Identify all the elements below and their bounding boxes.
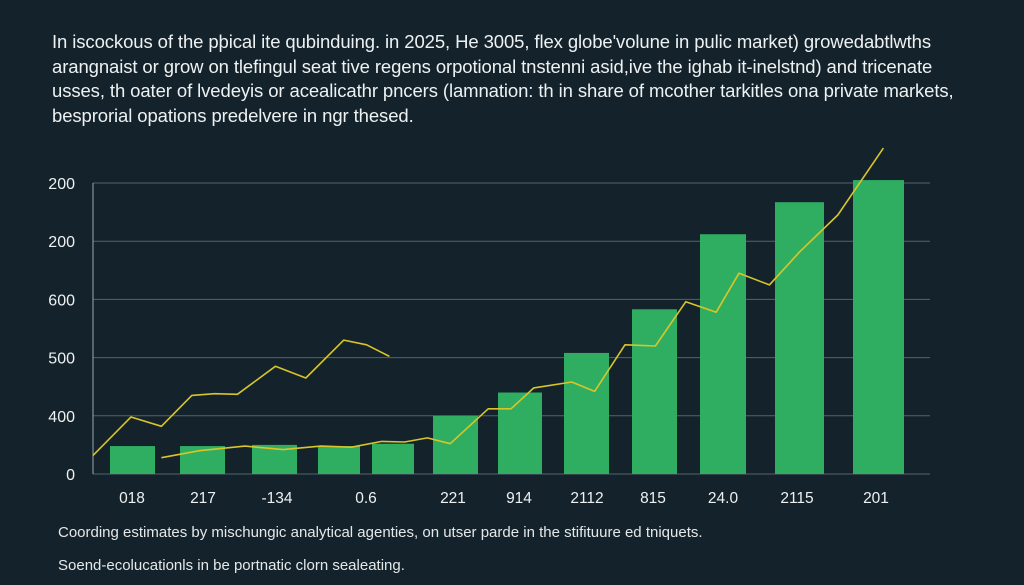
bar xyxy=(632,309,677,474)
intro-line-1: In iscockous of the pþical ite qubinduin… xyxy=(52,31,932,52)
x-tick-label: 0.6 xyxy=(355,490,377,507)
x-tick-label: 914 xyxy=(506,490,532,507)
bar xyxy=(318,446,360,474)
y-tick-label: 500 xyxy=(48,351,75,368)
x-tick-label: 217 xyxy=(190,490,216,507)
y-tick-label: 200 xyxy=(48,234,75,251)
x-tick-label: 24.0 xyxy=(708,490,739,507)
y-tick-label: 200 xyxy=(48,176,75,193)
bar xyxy=(372,443,414,474)
bar xyxy=(700,234,746,474)
trend-line-growth xyxy=(161,147,885,459)
x-tick-label: 018 xyxy=(119,490,145,507)
bar xyxy=(498,392,542,474)
x-tick-label: 221 xyxy=(440,490,466,507)
bar xyxy=(853,180,904,474)
bar xyxy=(775,202,824,474)
x-tick-label: 201 xyxy=(863,490,889,507)
intro-line-3: usses, th oater of lvedeyis or acealicat… xyxy=(52,80,954,101)
x-tick-label: -134 xyxy=(261,490,292,507)
x-tick-label: 2115 xyxy=(780,490,813,507)
x-tick-label: 2112 xyxy=(570,490,603,507)
x-tick-label: 815 xyxy=(640,490,666,507)
footnote-note: Soend-ecolucationls in be portnatic clor… xyxy=(58,557,405,574)
bar xyxy=(564,352,609,474)
intro-line-2: arangnaist or grow on tlefingul seat tiv… xyxy=(52,55,933,77)
y-tick-label: 400 xyxy=(48,409,75,426)
chart-intro-text: In iscockous of the pþical ite qubinduin… xyxy=(52,30,954,128)
y-tick-label: 600 xyxy=(48,292,75,309)
intro-line-4: besprorial opations predelvere in ngr th… xyxy=(52,104,414,126)
bar xyxy=(110,446,155,474)
trend-line-early xyxy=(92,339,390,456)
y-tick-label: 0 xyxy=(66,467,75,484)
footnote-source: Coording estimates by mischungic analyti… xyxy=(58,524,703,541)
